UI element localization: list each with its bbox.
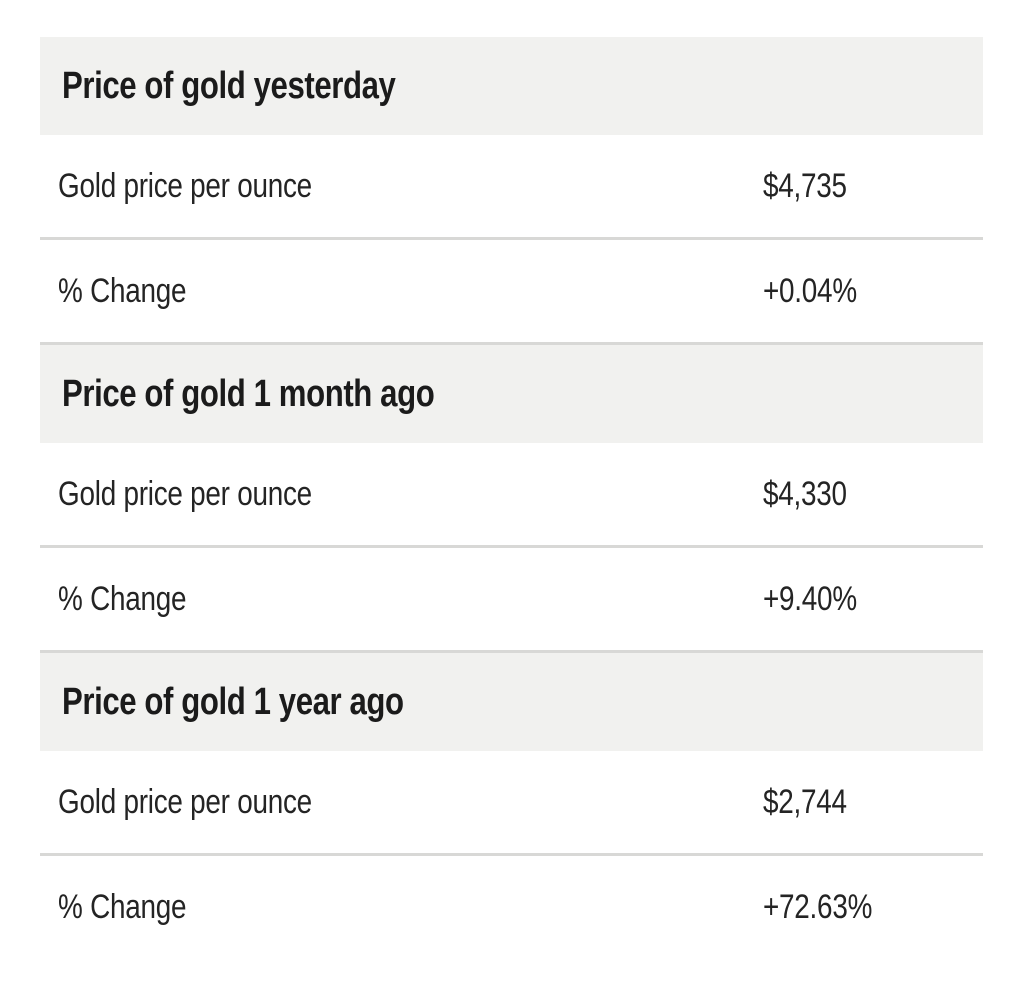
row-value: +9.40%	[763, 579, 857, 618]
section-title: Price of gold 1 year ago	[62, 680, 404, 723]
section-title: Price of gold yesterday	[62, 64, 396, 107]
table-row: Gold price per ounce $4,330	[40, 443, 983, 545]
section-header-1-year-ago: Price of gold 1 year ago	[40, 653, 983, 751]
table-row: Gold price per ounce $2,744	[40, 751, 983, 853]
row-label: Gold price per ounce	[58, 474, 312, 513]
section-header-1-month-ago: Price of gold 1 month ago	[40, 345, 983, 443]
section-divider	[40, 650, 983, 653]
row-value: +0.04%	[763, 271, 857, 310]
row-label: % Change	[58, 579, 187, 618]
table-row: Gold price per ounce $4,735	[40, 135, 983, 237]
table-row: % Change +0.04%	[40, 240, 983, 342]
table-row: % Change +9.40%	[40, 548, 983, 650]
section-header-yesterday: Price of gold yesterday	[40, 37, 983, 135]
row-label: Gold price per ounce	[58, 166, 312, 205]
row-divider	[40, 545, 983, 548]
row-label: % Change	[58, 271, 187, 310]
gold-price-table: Price of gold yesterday Gold price per o…	[40, 37, 983, 958]
row-value: $2,744	[763, 782, 847, 821]
section-title: Price of gold 1 month ago	[62, 372, 435, 415]
row-divider	[40, 853, 983, 856]
row-value: +72.63%	[763, 887, 873, 926]
row-divider	[40, 237, 983, 240]
section-divider	[40, 342, 983, 345]
row-label: Gold price per ounce	[58, 782, 312, 821]
row-value: $4,735	[763, 166, 847, 205]
row-value: $4,330	[763, 474, 847, 513]
table-row: % Change +72.63%	[40, 856, 983, 958]
row-label: % Change	[58, 887, 187, 926]
